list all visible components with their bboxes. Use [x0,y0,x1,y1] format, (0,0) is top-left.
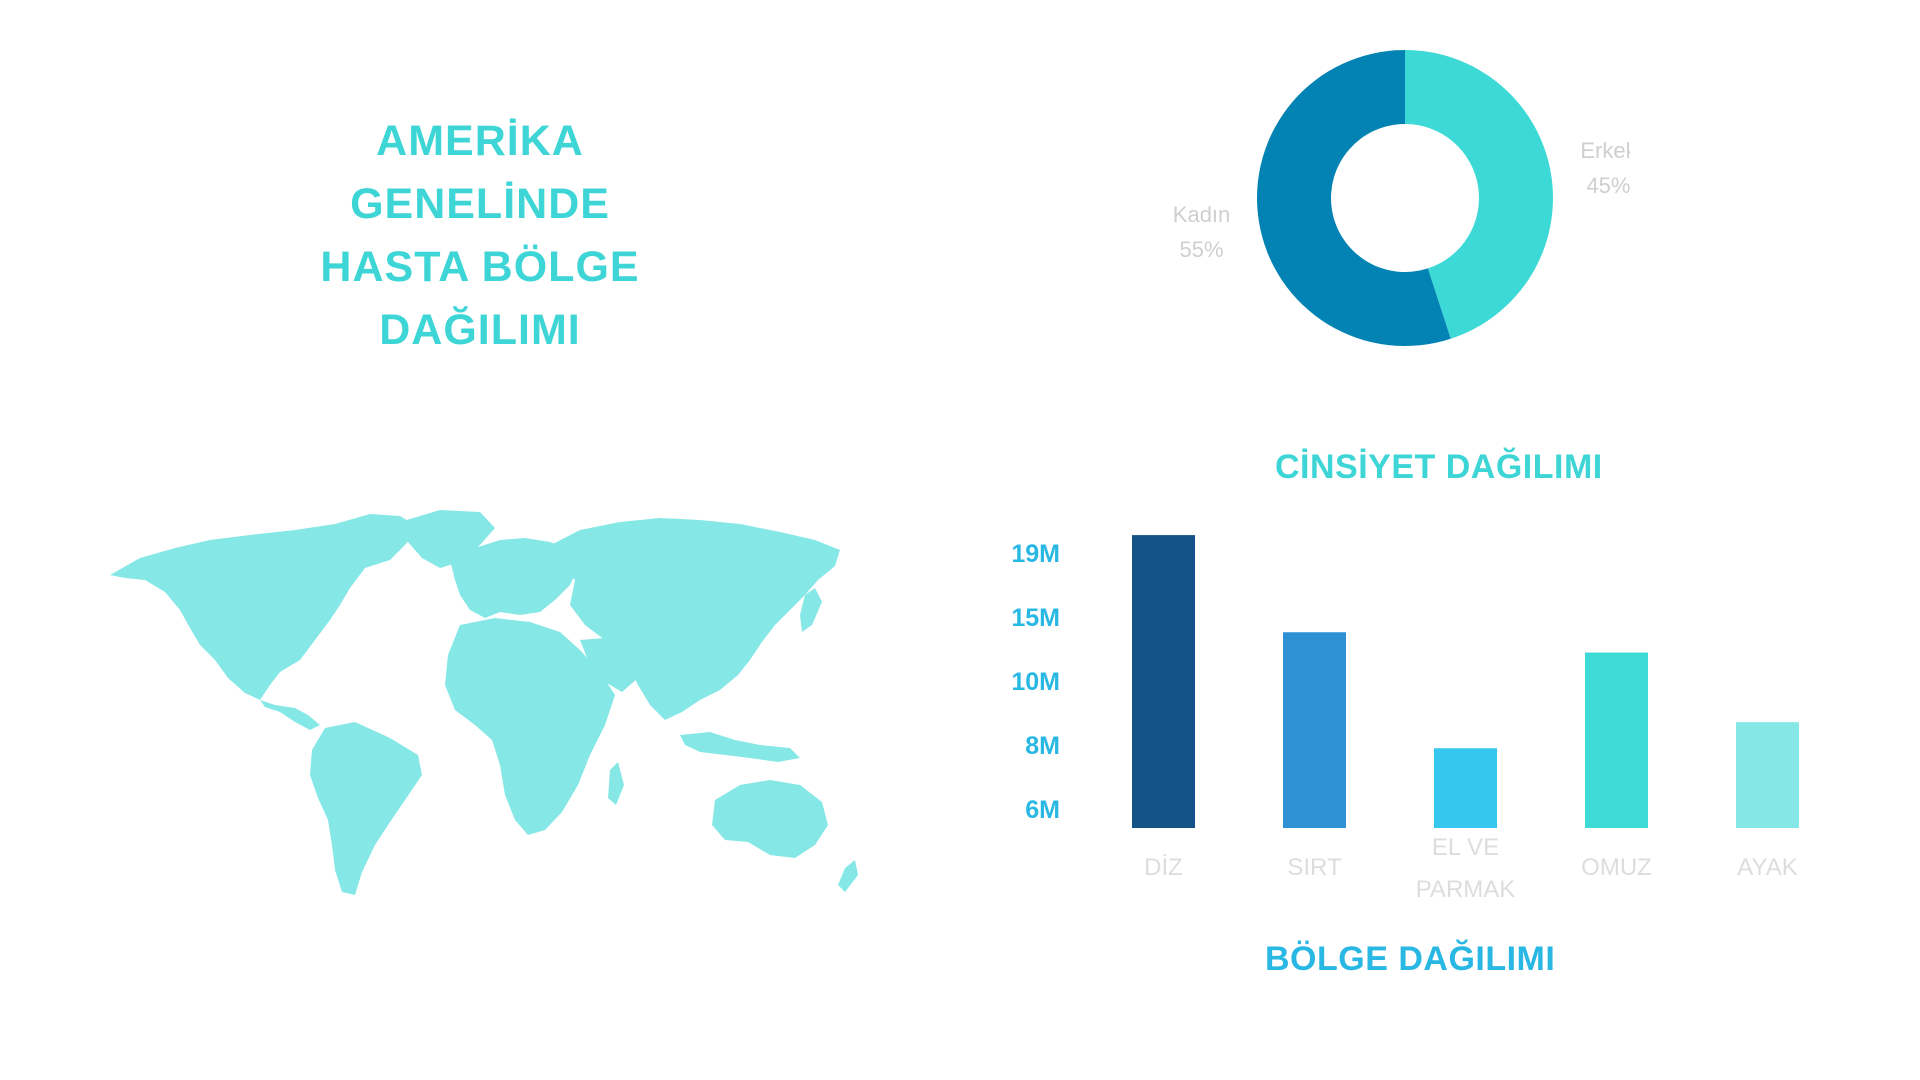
world-map [110,510,858,895]
map-madagascar [608,762,624,805]
map-indonesia [680,732,800,762]
donut-slice-erkek [1405,50,1554,339]
map-greenland [400,510,495,568]
donut-label: Erkek [1580,138,1630,163]
map-africa [445,618,615,835]
page-title-line: DAĞILIMI [379,306,581,354]
page-title: AMERİKA GENELİNDE HASTA BÖLGE DAĞILIMI [280,110,680,362]
map-india [640,648,682,715]
donut-label: Kadın [1173,202,1231,227]
x-category-label: PARMAK [1416,876,1516,903]
map-new-zealand [838,860,858,892]
bar-el-ve-parmak [1434,748,1497,828]
donut-slice-kad-n [1257,50,1451,346]
gender-section-title: CİNSİYET DAĞILIMI [1275,448,1603,486]
x-category-label: SIRT [1287,854,1342,881]
donut-percent: 45% [1586,173,1630,198]
y-tick-label: 6M [1025,796,1060,824]
x-category-label: DİZ [1144,854,1183,881]
map-australia [712,780,828,858]
map-north-america [110,514,420,700]
map-central-america [260,700,320,730]
map-asia [545,518,840,720]
region-bar-chart: 19M 15M 10M 8M 6M DİZ SIRT EL VE PARMAK OMUZ AYAK [1011,535,1799,903]
bar-omuz [1585,652,1648,828]
map-japan [800,588,822,632]
y-tick-label: 15M [1011,604,1060,632]
page-title-line: AMERİKA [376,117,584,165]
map-europe [450,538,578,618]
bar-sirt [1283,632,1346,828]
gender-donut-chart: Erkek 45% Kadın 55% [1173,50,1630,346]
bar-ayak [1736,722,1799,828]
page-title-line: GENELİNDE [350,180,610,228]
map-arabia [580,638,638,692]
y-tick-label: 19M [1011,540,1060,568]
y-tick-label: 8M [1025,732,1060,760]
x-category-label: AYAK [1737,854,1797,881]
y-tick-label: 10M [1011,668,1060,696]
bar-di-z [1132,535,1195,828]
page-title-line: HASTA BÖLGE [320,243,640,291]
donut-percent: 55% [1180,237,1224,262]
x-category-label: EL VE [1432,834,1499,861]
map-south-america [310,722,422,895]
x-category-label: OMUZ [1581,854,1652,881]
region-section-title: BÖLGE DAĞILIMI [1265,940,1556,978]
